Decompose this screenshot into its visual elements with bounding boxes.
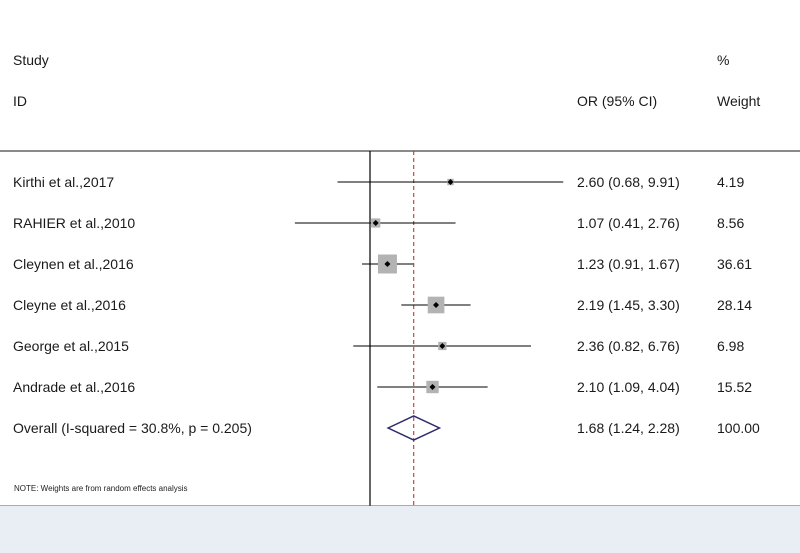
- study-label: RAHIER et al.,2010: [13, 215, 135, 231]
- header-weight: Weight: [717, 93, 760, 109]
- study-row: Cleyne et al.,2016 2.19 (1.45, 3.30) 28.14: [13, 296, 752, 314]
- or-ci-value: 2.60 (0.68, 9.91): [577, 174, 680, 190]
- study-row: Cleynen et al.,2016 1.23 (0.91, 1.67) 36.6…: [13, 254, 752, 274]
- or-ci-value: 2.10 (1.09, 4.04): [577, 379, 680, 395]
- overall-or-ci-value: 1.68 (1.24, 2.28): [577, 420, 680, 436]
- point-estimate-marker: [384, 261, 391, 267]
- study-label: Andrade et al.,2016: [13, 379, 135, 395]
- study-row: Kirthi et al.,2017 2.60 (0.68, 9.91) 4.19: [13, 174, 744, 190]
- weight-value: 4.19: [717, 174, 744, 190]
- point-estimate-marker: [433, 302, 440, 308]
- weight-value: 8.56: [717, 215, 744, 231]
- overall-weight-value: 100.00: [717, 420, 760, 436]
- or-ci-value: 1.23 (0.91, 1.67): [577, 256, 680, 272]
- study-label: George et al.,2015: [13, 338, 129, 354]
- or-ci-value: 2.19 (1.45, 3.30): [577, 297, 680, 313]
- plot-area: Study ID OR (95% CI) % Weight Kirthi et …: [0, 0, 800, 527]
- plot-layer: Kirthi et al.,2017 2.60 (0.68, 9.91) 4.19 R…: [13, 151, 760, 506]
- weight-value: 6.98: [717, 338, 744, 354]
- weight-value: 15.52: [717, 379, 752, 395]
- weight-value: 36.61: [717, 256, 752, 272]
- study-label: Kirthi et al.,2017: [13, 174, 114, 190]
- point-estimate-marker: [439, 343, 446, 349]
- study-label: Cleyne et al.,2016: [13, 297, 126, 313]
- study-row: RAHIER et al.,2010 1.07 (0.41, 2.76) 8.56: [13, 215, 744, 231]
- overall-row: Overall (I-squared = 30.8%, p = 0.205) 1.…: [13, 415, 760, 441]
- header-or-ci: OR (95% CI): [577, 93, 657, 109]
- header-id: ID: [13, 93, 27, 109]
- or-ci-value: 2.36 (0.82, 6.76): [577, 338, 680, 354]
- overall-diamond: [386, 415, 442, 441]
- header-percent: %: [717, 52, 729, 68]
- study-row: Andrade et al.,2016 2.10 (1.09, 4.04) 15.5…: [13, 379, 752, 395]
- footnote: NOTE: Weights are from random effects an…: [14, 484, 188, 493]
- overall-label: Overall (I-squared = 30.8%, p = 0.205): [13, 420, 252, 436]
- or-ci-value: 1.07 (0.41, 2.76): [577, 215, 680, 231]
- point-estimate-marker: [429, 384, 436, 390]
- bottom-band: [0, 506, 800, 553]
- weight-value: 28.14: [717, 297, 752, 313]
- study-label: Cleynen et al.,2016: [13, 256, 134, 272]
- study-row: George et al.,2015 2.36 (0.82, 6.76) 6.98: [13, 338, 744, 354]
- point-estimate-marker: [372, 220, 379, 226]
- header-study: Study: [13, 52, 49, 68]
- point-estimate-marker: [447, 179, 454, 185]
